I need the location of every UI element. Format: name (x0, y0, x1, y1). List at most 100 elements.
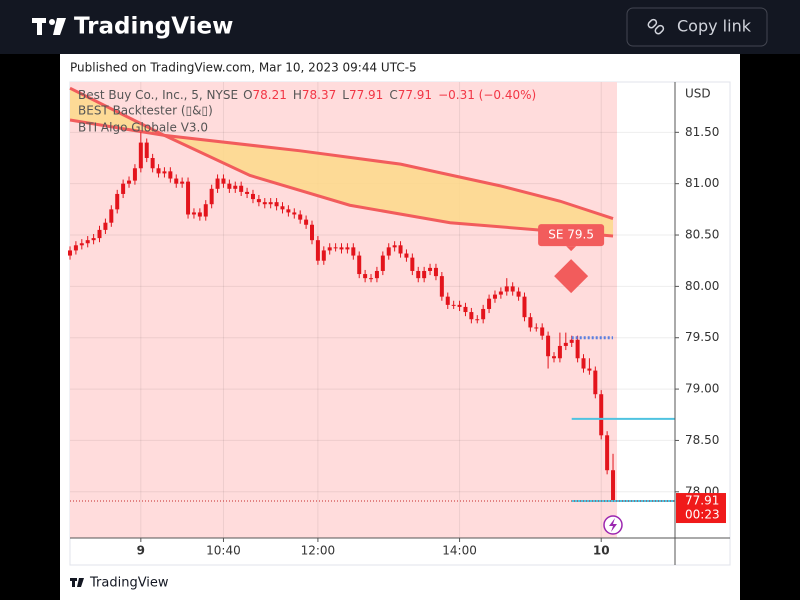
candle-body (339, 247, 344, 250)
candle-body (286, 209, 291, 213)
candle-body (333, 247, 338, 249)
l-label: L (342, 88, 349, 102)
candle-body (103, 222, 108, 230)
x-tick-label: 10 (593, 544, 610, 558)
candle-body (239, 185, 244, 192)
candle-body (498, 291, 503, 295)
candle-body (73, 245, 78, 251)
signal-label: SE 79.5 (548, 228, 594, 242)
candle-body (351, 247, 356, 256)
candle-body (587, 368, 592, 371)
candle-body (327, 247, 332, 251)
x-tick-label: 14:00 (442, 544, 477, 558)
candle-body (162, 171, 167, 174)
candle-body (268, 202, 273, 205)
candle-body (540, 327, 545, 336)
candle-body (298, 214, 303, 220)
candle-body (557, 345, 562, 359)
candle-body (197, 212, 202, 217)
y-tick-label: 79.00 (685, 382, 719, 396)
candle-body (605, 435, 610, 471)
candle-body (386, 247, 391, 256)
y-tick-label: 78.50 (685, 433, 719, 447)
candle-body (516, 291, 521, 297)
candle-body (233, 185, 238, 189)
candle-body (127, 180, 132, 184)
x-tick-label: 12:00 (301, 544, 336, 558)
last-price-label: 77.91 (685, 494, 719, 508)
candle-body (469, 312, 474, 320)
candle-body (475, 319, 480, 321)
signal-diamond (554, 259, 589, 294)
indicator-name: BEST Backtester (▯&▯) (78, 104, 213, 118)
published-text: Published on TradingView.com, Mar 10, 20… (70, 61, 417, 75)
candle-body (85, 240, 90, 244)
candle-body (504, 286, 509, 292)
candle-body (68, 250, 72, 256)
candle-body (280, 206, 285, 210)
candle-body (245, 191, 250, 194)
candle-body (398, 245, 403, 254)
candle-body (215, 178, 220, 189)
candle-body (180, 181, 185, 184)
candle-body (221, 178, 226, 184)
candle-body (611, 470, 616, 502)
candle-body (274, 202, 279, 207)
band-line (69, 118, 614, 221)
copy-link-label[interactable]: Copy link (677, 17, 752, 36)
position-background (70, 82, 617, 538)
logo-text: TradingView (74, 14, 233, 40)
candle-body (97, 229, 102, 239)
candle-body (174, 178, 179, 184)
o-label: O (243, 88, 252, 102)
plot: SE 79.5 (68, 86, 675, 503)
candle-body (492, 294, 497, 299)
candle-body (593, 370, 598, 395)
candle-body (91, 238, 96, 241)
last-price-box (676, 493, 726, 524)
candle-body (138, 142, 143, 169)
y-tick-label: 79.50 (685, 330, 719, 344)
header-bar (0, 0, 800, 54)
signal-pointer (566, 246, 577, 252)
candle-body (451, 304, 456, 306)
candle-body (445, 296, 450, 305)
candle-body (581, 358, 586, 369)
y-tick-label: 81.00 (685, 176, 719, 190)
candle-body (404, 253, 409, 258)
candle-body (168, 171, 173, 179)
h-value: 78.37 (302, 88, 336, 102)
candle-body (345, 247, 350, 250)
candle-body (374, 270, 379, 279)
candle-body (569, 339, 574, 343)
candle-body (115, 193, 120, 210)
candle-body (304, 219, 309, 225)
candle-body (357, 255, 362, 275)
candle-body (186, 181, 191, 215)
candle-body (552, 356, 556, 359)
candle-body (599, 394, 604, 436)
candle-body (310, 224, 314, 241)
candle-body (534, 327, 539, 329)
h-label: H (293, 88, 302, 102)
candle-body (321, 250, 326, 261)
candle-body (150, 158, 155, 169)
countdown-label: 00:23 (685, 508, 720, 522)
candle-body (79, 243, 84, 246)
candle-body (575, 339, 580, 359)
candle-body (433, 267, 438, 277)
copy-link-button[interactable] (626, 7, 768, 47)
candle-body (510, 286, 515, 292)
footer-logo (70, 578, 84, 587)
legend-symbol-line: Best Buy Co., Inc., 5, NYSE O78.21 H78.37 L… (78, 88, 536, 102)
candle-body (528, 317, 533, 328)
candle-body (256, 199, 261, 203)
signal-box (538, 224, 605, 247)
candle-body (315, 240, 320, 261)
bolt (609, 518, 617, 532)
l-value: 77.91 (349, 88, 383, 102)
candle-body (121, 183, 126, 194)
candle-body (369, 278, 374, 280)
candle-body (380, 255, 385, 271)
link-icon (647, 18, 665, 35)
